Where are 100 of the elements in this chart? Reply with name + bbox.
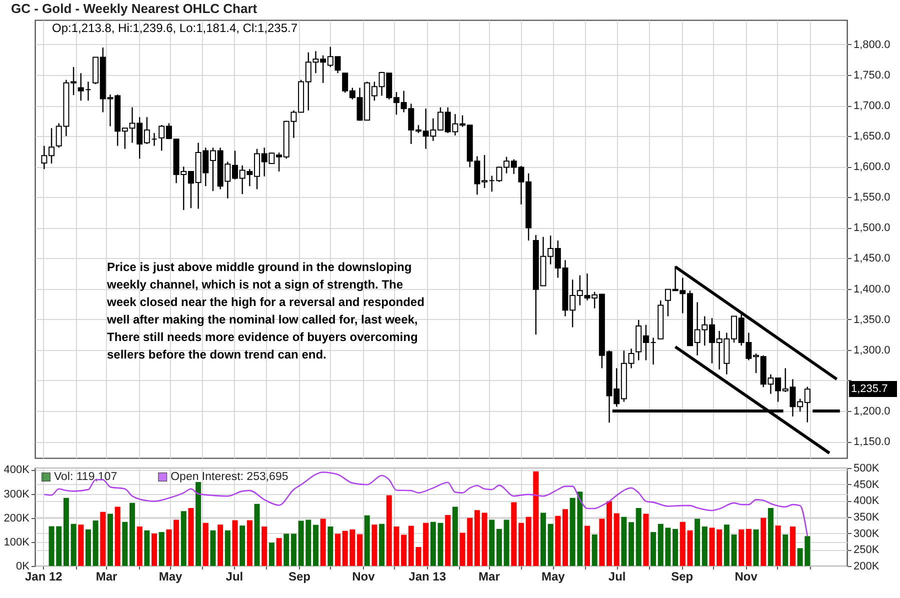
bar bbox=[482, 512, 488, 566]
bar bbox=[724, 524, 730, 566]
bar bbox=[158, 532, 164, 566]
bar bbox=[489, 520, 495, 566]
bar bbox=[372, 524, 378, 566]
bar bbox=[290, 534, 296, 566]
bar bbox=[122, 522, 128, 566]
bar bbox=[445, 514, 451, 566]
bar bbox=[276, 538, 282, 566]
bar bbox=[210, 530, 216, 566]
x-tick-label: Sep bbox=[671, 570, 694, 584]
bar bbox=[218, 524, 224, 566]
bar bbox=[702, 526, 708, 566]
bar bbox=[166, 529, 172, 566]
legend-label: Vol: 119,107 bbox=[54, 471, 118, 483]
bar bbox=[364, 515, 370, 566]
bar bbox=[562, 509, 568, 566]
bar bbox=[188, 508, 194, 566]
bar bbox=[460, 532, 466, 566]
y-tick-label: 1,400.0 bbox=[854, 283, 890, 296]
bar bbox=[63, 498, 69, 566]
bar bbox=[284, 534, 290, 566]
legend-label: Open Interest: 253,695 bbox=[170, 471, 288, 483]
bar bbox=[107, 514, 113, 566]
bar bbox=[357, 534, 362, 566]
y-tick-label: 1,750.0 bbox=[854, 69, 890, 82]
bar bbox=[423, 522, 429, 566]
bar bbox=[202, 522, 208, 566]
y-tick-label: 400K bbox=[4, 464, 30, 476]
bar bbox=[180, 511, 186, 566]
x-tick-label: Jan 12 bbox=[24, 570, 63, 584]
bar bbox=[643, 514, 649, 566]
bar bbox=[114, 506, 120, 566]
line-series bbox=[44, 472, 808, 537]
chart-title: GC - Gold - Weekly Nearest OHLC Chart bbox=[11, 1, 258, 16]
y2-tick-label: 500K bbox=[854, 462, 880, 474]
candlestick bbox=[151, 132, 158, 146]
bar bbox=[70, 524, 76, 566]
bar bbox=[738, 529, 744, 566]
bar bbox=[240, 526, 246, 566]
y-tick-label: 0K bbox=[16, 560, 30, 572]
bar bbox=[628, 522, 634, 566]
x-tick-label: Jul bbox=[226, 570, 244, 584]
bar bbox=[753, 529, 759, 566]
bar bbox=[768, 508, 774, 566]
y-tick-label: 1,550.0 bbox=[854, 192, 890, 204]
y-tick-label: 200K bbox=[4, 512, 30, 524]
bar bbox=[268, 542, 274, 566]
bar bbox=[511, 502, 517, 566]
bar bbox=[254, 504, 260, 566]
bar bbox=[334, 534, 340, 566]
y2-tick-label: 250K bbox=[854, 544, 880, 556]
bar bbox=[592, 534, 598, 566]
y-tick-label: 1,800.0 bbox=[854, 38, 890, 51]
bar bbox=[328, 526, 334, 566]
candlestick bbox=[650, 337, 656, 366]
bar bbox=[760, 518, 766, 566]
bar bbox=[262, 526, 268, 566]
bar bbox=[496, 528, 502, 566]
y-tick-label: 1,700.0 bbox=[854, 100, 890, 112]
y-tick-label: 1,200.0 bbox=[854, 405, 890, 418]
y-tick-label: 1,450.0 bbox=[854, 252, 890, 265]
bar bbox=[621, 516, 627, 566]
bar bbox=[85, 529, 91, 566]
bar bbox=[474, 510, 480, 566]
bar bbox=[136, 526, 142, 566]
x-tick-label: Jan 13 bbox=[408, 570, 446, 584]
bar bbox=[540, 512, 546, 566]
x-tick-label: May bbox=[158, 570, 182, 584]
bar bbox=[174, 520, 180, 566]
bar bbox=[130, 502, 136, 566]
bar bbox=[379, 524, 385, 566]
y-tick-label: 1,350.0 bbox=[854, 314, 890, 326]
bar bbox=[775, 526, 781, 566]
bar bbox=[636, 508, 642, 566]
x-tick-label: May bbox=[541, 570, 566, 584]
annotation: Price is just above middle ground in the downsloping weekly channel, which is not a sign of strength. The week closed near the high for a reversal and responded well after making the nominal low called for, last week, There still needs more evidence of buyers overcoming sellers before the down trend can end. bbox=[106, 260, 424, 362]
bar bbox=[232, 520, 238, 566]
bar bbox=[650, 532, 656, 566]
text: 1,235.7 bbox=[851, 383, 888, 395]
x-tick-label: Sep bbox=[288, 570, 310, 584]
bar bbox=[144, 530, 150, 566]
bar bbox=[312, 524, 318, 566]
bar bbox=[746, 528, 752, 566]
bar bbox=[548, 524, 554, 566]
x-tick-label: Nov bbox=[734, 570, 758, 584]
bar bbox=[555, 516, 561, 566]
bar bbox=[92, 520, 98, 566]
x-tick-label: Nov bbox=[352, 570, 376, 584]
bar bbox=[401, 534, 407, 566]
bar bbox=[782, 534, 788, 566]
y2-tick-label: 350K bbox=[854, 512, 880, 524]
y-tick-label: 100K bbox=[4, 536, 30, 548]
bar bbox=[518, 522, 524, 566]
bar bbox=[78, 524, 84, 566]
bar bbox=[790, 526, 796, 566]
bar bbox=[467, 518, 473, 566]
bar bbox=[584, 526, 590, 566]
x-tick-label: Jul bbox=[608, 570, 626, 584]
bar bbox=[224, 530, 230, 566]
